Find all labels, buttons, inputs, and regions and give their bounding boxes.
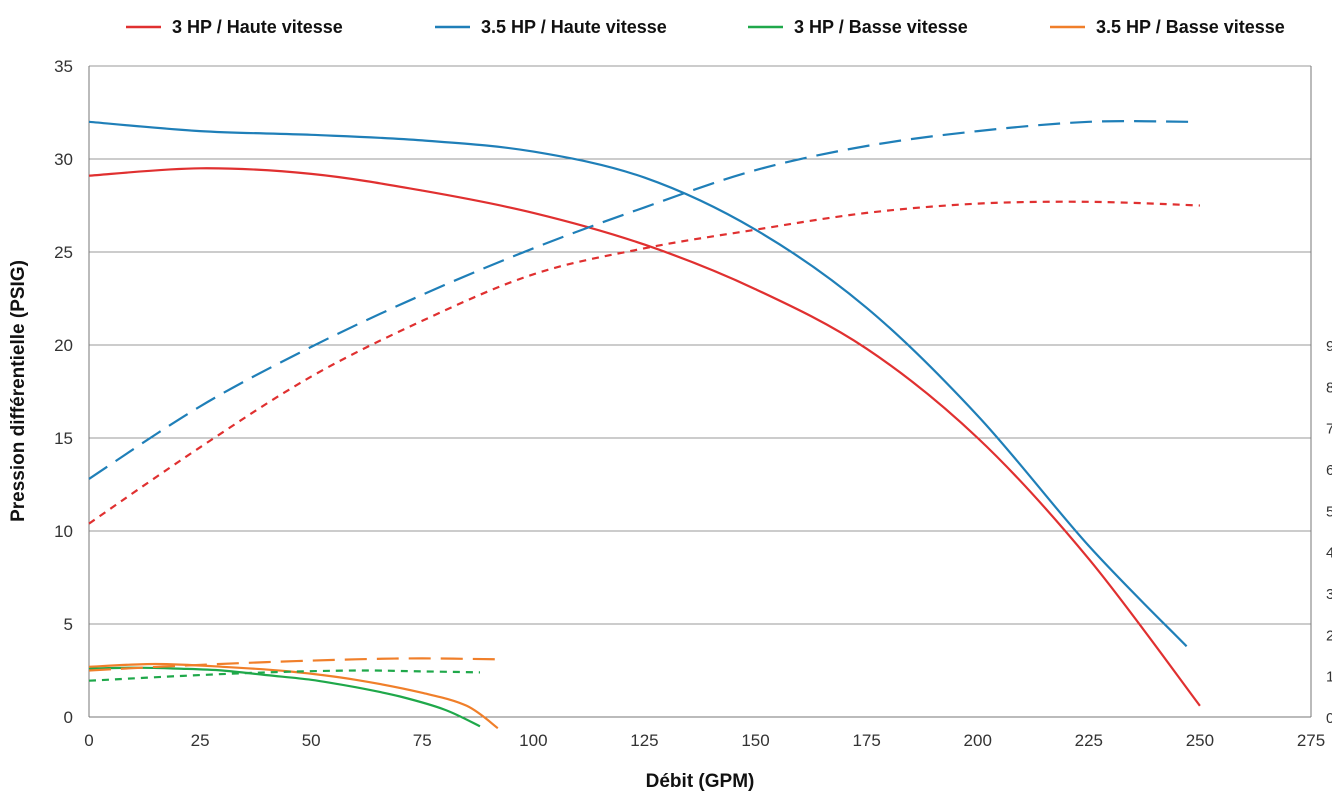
- y-tick-label: 25: [54, 243, 73, 262]
- series-line-3-5-hp-basse-vitesse: [88, 662, 499, 730]
- x-tick-label: 0: [84, 731, 93, 750]
- y-tick-label: 15: [54, 429, 73, 448]
- right-axis-tick-label: 1: [1326, 669, 1332, 686]
- y-tick-label: 20: [54, 336, 73, 355]
- series-layer: [88, 120, 1201, 730]
- x-tick-label: 75: [413, 731, 432, 750]
- right-axis-tick-label: 3: [1326, 586, 1332, 603]
- right-axis-tick-label: 7: [1326, 421, 1332, 438]
- right-axis-tick-label: 0: [1326, 710, 1332, 727]
- series-line-3-hp-basse-vitesse: [88, 666, 481, 728]
- right-axis-tick-label: 2: [1326, 627, 1332, 644]
- x-tick-label: 50: [302, 731, 321, 750]
- series-line-3-hp-haute-vitesse: [88, 167, 1201, 707]
- y-tick-label: 5: [64, 615, 73, 634]
- right-axis-tick-label: 5: [1326, 503, 1332, 520]
- x-tick-label: 125: [630, 731, 658, 750]
- grid-layer: [89, 65, 1311, 625]
- y-tick-label: 0: [64, 708, 73, 727]
- x-tick-label: 150: [741, 731, 769, 750]
- x-tick-label: 225: [1075, 731, 1103, 750]
- x-tick-label: 275: [1297, 731, 1325, 750]
- x-tick-label: 200: [964, 731, 992, 750]
- legend: 3 HP / Haute vitesse 3.5 HP / Haute vites…: [126, 17, 1285, 37]
- series-line-curve-7-dashed: [88, 657, 498, 672]
- y-axis-title: Pression différentielle (PSIG): [8, 260, 29, 522]
- series-line-curve-5-dashed: [88, 120, 1192, 480]
- axis-labels: Débit (GPM) Pression différentielle (PSI…: [8, 260, 754, 792]
- y-tick-label: 35: [54, 57, 73, 76]
- legend-label: 3 HP / Basse vitesse: [794, 17, 968, 37]
- x-tick-label: 25: [191, 731, 210, 750]
- legend-label: 3.5 HP / Haute vitesse: [481, 17, 667, 37]
- x-tick-label: 100: [519, 731, 547, 750]
- x-tick-label: 175: [852, 731, 880, 750]
- right-axis-tick-label: 4: [1326, 545, 1332, 562]
- y-tick-label: 10: [54, 522, 73, 541]
- right-axis-tick-label: 6: [1326, 462, 1332, 479]
- y-tick-label: 30: [54, 150, 73, 169]
- legend-label: 3.5 HP / Basse vitesse: [1096, 17, 1285, 37]
- series-line-curve-6-dashed: [88, 669, 481, 682]
- legend-label: 3 HP / Haute vitesse: [172, 17, 343, 37]
- right-axis-tick-label: 9: [1326, 338, 1332, 355]
- x-tick-label: 250: [1186, 731, 1214, 750]
- series-line-curve-4-dashed: [88, 200, 1200, 525]
- right-axis-tick-label: 8: [1326, 379, 1332, 396]
- x-axis-title: Débit (GPM): [646, 771, 755, 792]
- series-line-3-5-hp-haute-vitesse: [88, 120, 1188, 648]
